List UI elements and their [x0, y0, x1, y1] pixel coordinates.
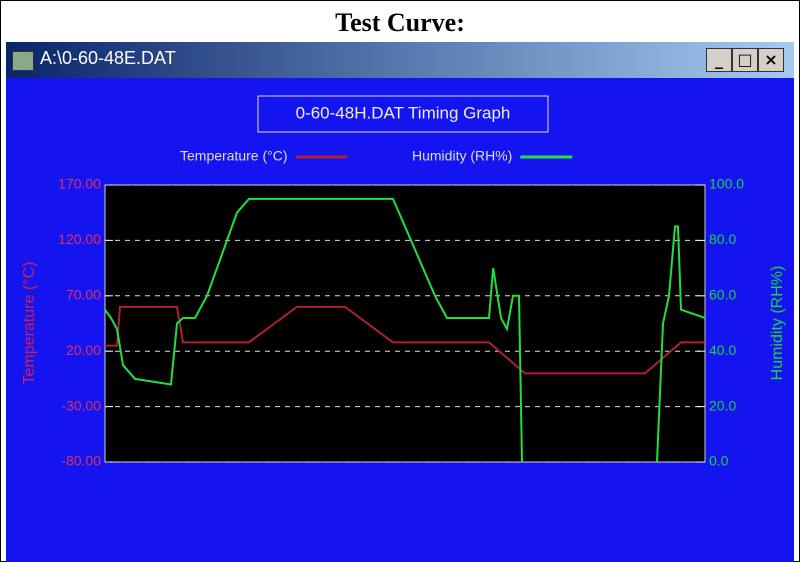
close-button[interactable]: × — [758, 48, 784, 72]
minimize-button[interactable]: _ — [706, 48, 732, 72]
title-bar: A:\0-60-48E.DAT _ □ × — [6, 42, 794, 78]
legend-label: Temperature (°C) — [180, 148, 288, 164]
y2-tick-label: 100.0 — [709, 176, 744, 192]
y2-tick-label: 80.0 — [709, 231, 736, 247]
y2-axis-label: Humidity (RH%) — [769, 266, 786, 381]
y-tick-label: -30.00 — [61, 397, 101, 413]
y-tick-label: -80.00 — [61, 453, 101, 469]
chart-title: 0-60-48H.DAT Timing Graph — [296, 103, 511, 122]
window-icon — [12, 51, 34, 71]
y-axis-label: Temperature (°C) — [21, 262, 38, 385]
y2-tick-label: 20.0 — [709, 397, 736, 413]
maximize-button[interactable]: □ — [732, 48, 758, 72]
title-box — [257, 95, 549, 133]
page-title: Test Curve: — [335, 8, 465, 37]
y2-tick-label: 40.0 — [709, 342, 736, 358]
y-tick-label: 70.00 — [66, 287, 101, 303]
series-line — [104, 197, 706, 463]
window-title: A:\0-60-48E.DAT — [40, 48, 176, 68]
y-tick-label: 120.00 — [58, 231, 101, 247]
plot-area — [104, 184, 706, 463]
y-tick-label: 170.00 — [58, 176, 101, 192]
legend-label: Humidity (RH%) — [412, 148, 512, 164]
y2-tick-label: 0.0 — [709, 453, 729, 469]
y-tick-label: 20.00 — [66, 342, 101, 358]
y2-tick-label: 60.0 — [709, 287, 736, 303]
series-line — [105, 305, 705, 375]
